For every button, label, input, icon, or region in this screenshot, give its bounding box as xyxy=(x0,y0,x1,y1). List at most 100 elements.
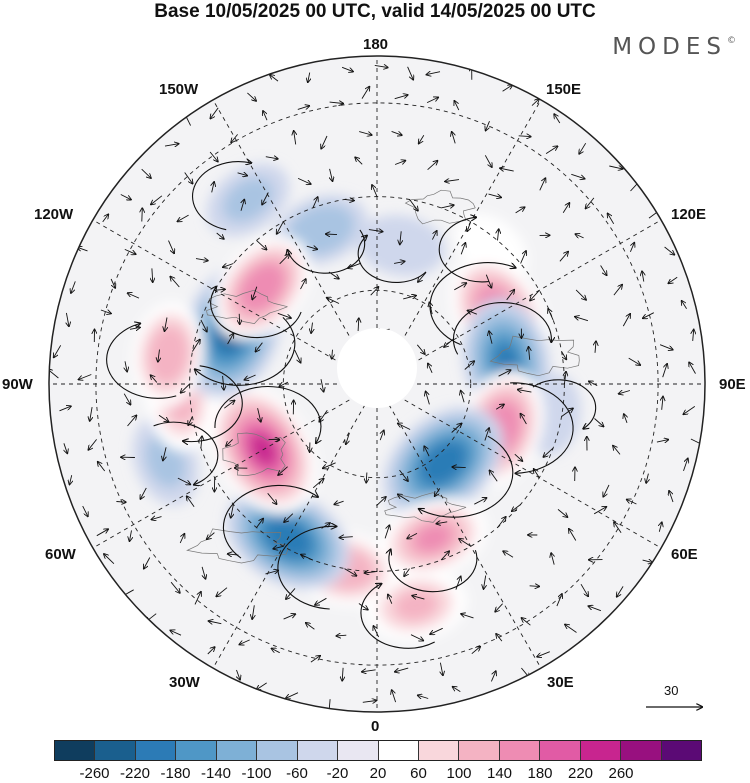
wind-arrow xyxy=(427,72,441,75)
wind-arrow xyxy=(341,66,353,71)
wind-arrow xyxy=(659,522,662,532)
wind-arrow xyxy=(619,391,631,394)
wind-arrow xyxy=(498,229,499,241)
wind-arrow xyxy=(344,199,354,200)
wind-arrow xyxy=(152,268,153,282)
wind-arrow xyxy=(522,618,531,626)
coastline xyxy=(489,335,580,377)
wind-arrow xyxy=(609,166,622,169)
wind-arrow xyxy=(301,555,314,561)
wind-arrow xyxy=(342,667,343,681)
wind-arrow xyxy=(575,289,586,300)
wind-arrow xyxy=(380,431,384,441)
meridian-line xyxy=(376,99,542,385)
wind-arrow xyxy=(404,568,410,577)
wind-arrow xyxy=(279,254,290,265)
wind-arrow xyxy=(394,261,405,263)
map-border xyxy=(48,55,706,713)
wind-arrow xyxy=(548,309,554,321)
wind-arrow xyxy=(589,381,598,387)
wind-arrow xyxy=(130,530,132,541)
wind-arrow xyxy=(359,131,372,135)
colorbar-segment xyxy=(297,741,339,760)
wind-arrow xyxy=(200,319,207,332)
wind-arrow xyxy=(181,383,190,393)
streamline xyxy=(183,365,243,442)
colorbar-segment xyxy=(55,741,96,760)
coastline xyxy=(186,528,289,564)
wind-arrow xyxy=(400,231,401,244)
wind-arrow xyxy=(265,571,279,575)
wind-arrow xyxy=(228,554,239,555)
wind-arrow xyxy=(571,173,584,178)
wind-arrow xyxy=(603,484,610,497)
wind-arrow xyxy=(418,695,429,698)
wind-arrow xyxy=(82,505,88,516)
wind-arrow xyxy=(279,381,289,386)
wind-arrow xyxy=(310,656,320,663)
colorbar-tick-label: 20 xyxy=(369,765,387,782)
colorbar-tick-label: 180 xyxy=(527,765,553,782)
wind-arrow xyxy=(453,687,461,692)
wind-arrow xyxy=(539,178,546,191)
lon-label-150w: 150W xyxy=(159,81,199,98)
wind-arrow xyxy=(348,262,362,268)
wind-arrow xyxy=(451,424,462,433)
wind-arrow xyxy=(120,194,131,200)
meridian-line xyxy=(376,219,662,385)
wind-arrow xyxy=(461,391,464,403)
wind-arrow xyxy=(520,251,526,264)
wind-arrow xyxy=(556,594,562,607)
wind-arrow xyxy=(440,551,449,561)
wind-arrow xyxy=(496,634,503,642)
wind-arrow xyxy=(515,207,525,214)
wind-arrow xyxy=(163,447,166,460)
lon-label-90e: 90E xyxy=(719,376,746,393)
wind-arrow xyxy=(272,649,280,654)
wind-arrow xyxy=(374,65,388,67)
wind-arrow xyxy=(642,560,653,563)
anomaly-blob xyxy=(535,390,570,440)
meridian-line xyxy=(92,219,378,385)
wind-arrow xyxy=(435,488,441,496)
wind-arrow xyxy=(468,311,477,315)
wind-arrow xyxy=(241,200,244,211)
wind-arrow xyxy=(521,414,527,425)
wind-arrow xyxy=(226,439,233,446)
wind-arrow xyxy=(488,194,502,197)
wind-arrow xyxy=(427,161,438,171)
wind-arrow xyxy=(403,296,416,299)
wind-arrow xyxy=(502,85,513,92)
lon-label-150e: 150E xyxy=(546,81,582,98)
streamline xyxy=(429,262,515,346)
wind-arrow xyxy=(70,475,72,484)
wind-arrow xyxy=(187,496,195,507)
wind-arrow xyxy=(664,246,675,255)
colorbar-tick-label: -60 xyxy=(286,765,308,782)
wind-arrow xyxy=(643,312,655,319)
meridian-line xyxy=(212,99,378,385)
wind-arrow xyxy=(426,97,438,104)
wind-arrow xyxy=(306,623,315,630)
wind-arrow xyxy=(256,240,267,249)
wind-arrow xyxy=(102,214,109,223)
wind-arrow xyxy=(659,344,673,350)
wind-arrow xyxy=(231,134,238,142)
wind-arrow xyxy=(327,298,340,304)
wind-arrow xyxy=(294,349,301,363)
wind-arrow xyxy=(593,507,606,515)
wind-arrow xyxy=(127,415,137,427)
wind-arrow xyxy=(344,568,357,576)
wind-arrow xyxy=(506,290,515,301)
colorbar-segment xyxy=(135,741,177,760)
wind-arrow xyxy=(273,546,284,549)
wind-arrow xyxy=(614,522,622,534)
wind-arrow xyxy=(184,172,193,184)
meridian-line xyxy=(376,383,542,669)
wind-arrow xyxy=(321,523,330,529)
streamline xyxy=(288,229,366,274)
wind-arrow xyxy=(484,428,489,441)
wind-arrow xyxy=(407,66,414,80)
colorbar-segment xyxy=(621,741,662,760)
wind-arrow xyxy=(484,155,492,167)
